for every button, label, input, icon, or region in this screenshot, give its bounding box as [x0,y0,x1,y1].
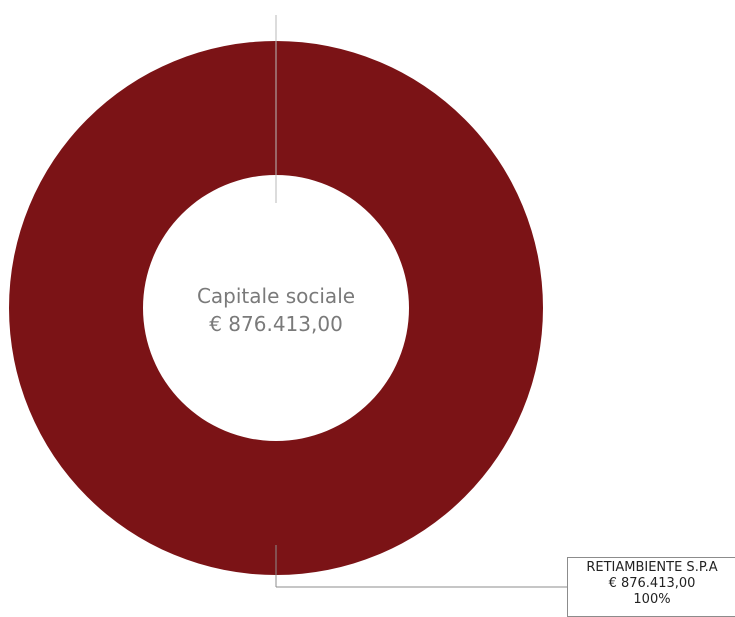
slice-label-value: € 876.413,00 [608,576,696,591]
center-title: Capitale sociale [197,284,355,308]
slice-label-retiambiente: RETIAMBIENTE S.P.A € 876.413,00 100% [567,557,735,617]
leader-lines [275,15,567,588]
center-value: € 876.413,00 [209,312,343,336]
slice-label-percent: 100% [633,592,671,607]
slice-label-name: RETIAMBIENTE S.P.A [586,560,718,575]
slices-group [9,41,543,575]
donut-slice-0 [9,41,543,575]
